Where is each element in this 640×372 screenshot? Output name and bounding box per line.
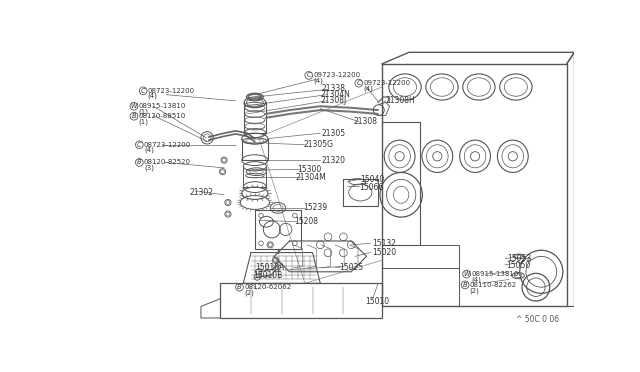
Text: 08915-13810: 08915-13810	[139, 103, 186, 109]
Text: 09723-12200: 09723-12200	[364, 80, 410, 86]
Text: 21338: 21338	[322, 84, 346, 93]
Text: 08915-13810: 08915-13810	[471, 271, 518, 277]
Text: ^ 50C 0 06: ^ 50C 0 06	[516, 315, 559, 324]
Text: 21302: 21302	[189, 188, 213, 197]
Text: 21308H: 21308H	[386, 96, 415, 105]
Text: 21320: 21320	[322, 155, 346, 165]
Text: B: B	[132, 113, 136, 119]
Text: 09723-12200: 09723-12200	[314, 73, 360, 78]
Text: 21304N: 21304N	[320, 90, 350, 99]
Text: 21305G: 21305G	[303, 140, 333, 149]
Text: 08120-82520: 08120-82520	[144, 160, 191, 166]
Text: 15050: 15050	[506, 261, 530, 270]
Text: 15132: 15132	[372, 239, 396, 248]
Text: 15040: 15040	[360, 175, 385, 184]
Text: C: C	[307, 73, 311, 78]
Text: 15300: 15300	[297, 165, 321, 174]
Text: 08723-12200: 08723-12200	[148, 88, 195, 94]
Text: 08110-82262: 08110-82262	[470, 282, 517, 288]
Text: 08120-88510: 08120-88510	[139, 113, 186, 119]
Text: 21304M: 21304M	[296, 173, 326, 182]
Text: (4): (4)	[148, 93, 157, 99]
Text: (4): (4)	[364, 85, 373, 92]
Text: 15208: 15208	[294, 217, 318, 226]
Text: C: C	[356, 80, 361, 86]
Text: C: C	[137, 142, 141, 148]
Text: 15010B: 15010B	[253, 271, 283, 280]
Text: 15025: 15025	[340, 263, 364, 272]
Text: 15239: 15239	[303, 203, 328, 212]
Text: 21308: 21308	[353, 117, 378, 126]
Text: (2): (2)	[244, 289, 254, 296]
Text: (1): (1)	[139, 108, 148, 115]
Text: (4): (4)	[144, 147, 154, 153]
Text: 15020: 15020	[372, 248, 396, 257]
Text: 21308J: 21308J	[320, 96, 346, 105]
Text: W: W	[131, 103, 137, 109]
Text: 08723-12200: 08723-12200	[144, 142, 191, 148]
Text: 15010: 15010	[365, 296, 389, 305]
Text: B: B	[237, 284, 242, 290]
Text: C: C	[141, 88, 145, 94]
Text: 15010A: 15010A	[255, 263, 284, 272]
Text: W: W	[463, 271, 470, 277]
Text: B: B	[463, 282, 467, 288]
Text: (4): (4)	[471, 276, 481, 283]
Text: (2): (2)	[470, 287, 479, 294]
Text: (4): (4)	[314, 78, 323, 84]
Text: B: B	[137, 160, 141, 166]
Text: 21305: 21305	[322, 129, 346, 138]
Text: (1): (1)	[139, 118, 148, 125]
Text: (3): (3)	[144, 164, 154, 171]
Text: 08120-62062: 08120-62062	[244, 284, 291, 290]
Text: 15053: 15053	[508, 254, 532, 263]
Text: 15066: 15066	[359, 183, 383, 192]
